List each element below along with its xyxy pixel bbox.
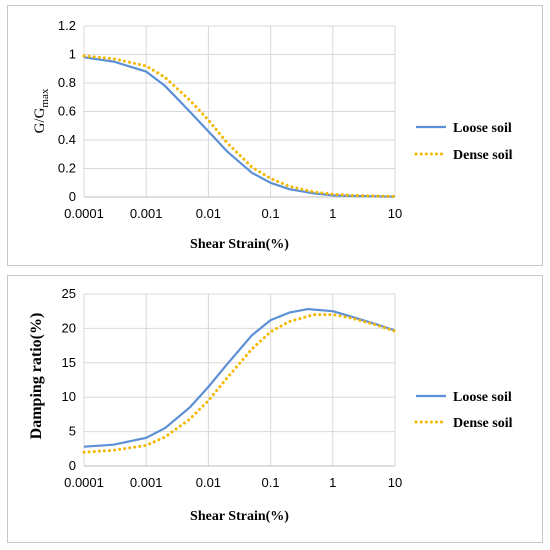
legend-label: Loose soil (453, 390, 512, 405)
x-tick-label: 0.01 (196, 206, 221, 221)
damping-ratio-chart: 0 5 10 15 20 25 0.0001 0.001 0.01 0.1 1 10 Shear Str… (28, 286, 513, 524)
x-tick-label: 0.1 (262, 475, 280, 490)
y-tick-label: 10 (62, 389, 76, 404)
x-axis-label: Shear Strain(%) (190, 509, 289, 524)
x-tick-label: 0.001 (130, 206, 163, 221)
legend-label: Loose soil (453, 121, 512, 136)
y-tick-label: 5 (69, 424, 76, 439)
series-line-dense-soil (82, 313, 397, 454)
y-tick-label: 0.6 (58, 104, 76, 119)
y-tick-label: 0.2 (58, 161, 76, 176)
legend-label: Dense soil (453, 148, 513, 163)
modulus-chart-panel: 0 0.2 0.4 0.6 0.8 1 1.2 0.0001 0.001 0.01 0.1 1 10 Sh… (7, 5, 543, 266)
x-axis-label: Shear Strain(%) (190, 237, 289, 252)
series-line-loose-soil (83, 56, 396, 198)
legend-label: Dense soil (453, 416, 513, 431)
x-tick-label: 0.1 (262, 206, 280, 221)
y-tick-label: 0 (69, 458, 76, 473)
y-tick-label: 0.8 (58, 75, 76, 90)
x-tick-label: 10 (388, 475, 402, 490)
y-tick-label: 1 (69, 47, 76, 62)
y-tick-label: 20 (62, 320, 76, 335)
x-tick-label: 0.0001 (64, 475, 104, 490)
x-tick-label: 0.001 (130, 475, 163, 490)
series-line-dense-soil (82, 54, 397, 198)
y-tick-label: 15 (62, 355, 76, 370)
damping-chart-panel: 0 5 10 15 20 25 0.0001 0.001 0.01 0.1 1 10 Shear Str… (7, 275, 543, 543)
y-tick-label: 1.2 (58, 18, 76, 33)
modulus-reduction-chart: 0 0.2 0.4 0.6 0.8 1 1.2 0.0001 0.001 0.01 0.1 1 10 Sh… (32, 18, 513, 252)
x-tick-label: 1 (329, 475, 336, 490)
y-axis-label: Damping ratio(%) (28, 313, 45, 440)
y-tick-label: 0.4 (58, 132, 76, 147)
x-tick-label: 10 (388, 206, 402, 221)
series-line-loose-soil (83, 307, 396, 448)
x-tick-label: 1 (329, 206, 336, 221)
x-tick-label: 0.01 (196, 475, 221, 490)
x-tick-label: 0.0001 (64, 206, 104, 221)
y-tick-label: 25 (62, 286, 76, 301)
y-axis-label: G/Gmax (32, 88, 51, 133)
y-tick-label: 0 (69, 189, 76, 204)
